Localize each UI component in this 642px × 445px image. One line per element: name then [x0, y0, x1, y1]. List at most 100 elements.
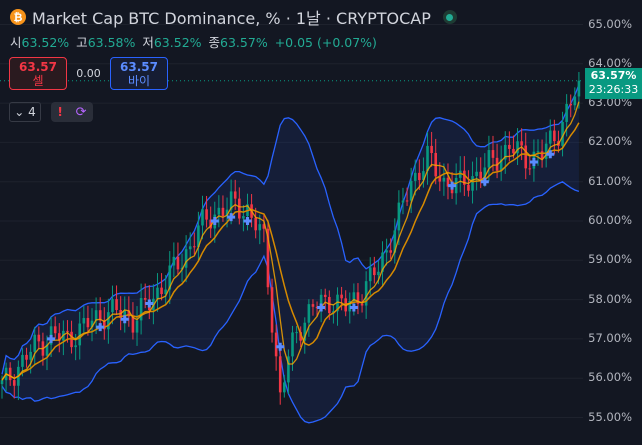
- candle-up: [352, 292, 356, 301]
- candle-up: [422, 171, 425, 181]
- candle-down: [53, 326, 57, 334]
- candle-down: [262, 224, 266, 229]
- candle-up: [401, 200, 405, 203]
- signal-marker: [276, 342, 285, 351]
- sync-icon: ⟳: [75, 104, 87, 120]
- signal-marker: [480, 177, 489, 186]
- candle-down: [8, 367, 12, 381]
- candle-up: [168, 265, 172, 290]
- candle-up: [283, 382, 286, 393]
- candle-down: [131, 316, 135, 333]
- candle-up: [82, 318, 86, 324]
- candle-up: [336, 294, 339, 312]
- bitcoin-icon: ₿: [10, 9, 26, 25]
- candle-up: [377, 271, 380, 276]
- candle-down: [553, 130, 556, 142]
- price-axis-label: 59.00%: [588, 252, 632, 267]
- candle-up: [201, 209, 204, 226]
- candle-down: [520, 141, 523, 146]
- candle-up: [258, 224, 262, 231]
- open-value: 63.52%: [21, 35, 70, 50]
- candle-down: [160, 287, 163, 295]
- candle-up: [242, 216, 245, 219]
- candle-up: [172, 256, 176, 266]
- candle-down: [270, 287, 274, 333]
- price-axis-label: 57.00%: [588, 330, 632, 345]
- candle-up: [135, 320, 139, 333]
- candle-up: [90, 320, 94, 328]
- price-axis-label: 65.00%: [588, 16, 632, 31]
- candle-up: [123, 310, 127, 319]
- candle-down: [221, 207, 225, 217]
- bollinger-lower-band: [1, 181, 580, 424]
- candle-up: [426, 145, 429, 172]
- price-axis-label: 64.00%: [588, 55, 632, 70]
- buy-price: 63.57: [120, 60, 158, 74]
- price-axis-label: 58.00%: [588, 291, 632, 306]
- indicator-status[interactable]: ! ⟳: [51, 102, 93, 122]
- candle-up: [94, 310, 98, 321]
- candle-up: [393, 230, 397, 253]
- candle-up: [565, 103, 568, 122]
- symbol-title[interactable]: Market Cap BTC Dominance, % · 1날 · CRYPT…: [32, 9, 431, 28]
- candle-down: [508, 144, 511, 149]
- candle-up: [471, 176, 474, 191]
- sell-price: 63.57: [19, 60, 57, 74]
- candle-up: [0, 380, 4, 385]
- indicator-row: ⌄ 4 ! ⟳: [9, 102, 93, 122]
- candle-down: [66, 330, 69, 332]
- candle-down: [328, 296, 331, 314]
- candle-up: [217, 207, 221, 215]
- candle-down: [57, 333, 61, 341]
- candle-up: [229, 191, 233, 210]
- signal-marker: [47, 334, 56, 343]
- buy-button[interactable]: 63.57 바이: [110, 57, 168, 90]
- candle-up: [381, 252, 384, 272]
- candle-up: [184, 249, 188, 268]
- indicators-toggle-button[interactable]: ⌄ 4: [9, 102, 41, 122]
- signal-marker: [243, 217, 252, 225]
- candle-down: [266, 228, 270, 288]
- candle-down: [491, 150, 495, 158]
- candle-up: [548, 130, 552, 144]
- candle-up: [348, 300, 352, 312]
- candle-down: [193, 246, 196, 248]
- candle-up: [33, 334, 37, 352]
- candle-down: [176, 256, 180, 270]
- candle-down: [102, 320, 106, 330]
- candle-up: [483, 167, 487, 179]
- candle-up: [197, 225, 200, 247]
- candle-down: [446, 177, 450, 187]
- sell-button[interactable]: 63.57 셀: [9, 57, 67, 90]
- last-price-value: 63.57%: [590, 69, 637, 82]
- candle-down: [323, 294, 327, 297]
- candle-down: [86, 318, 90, 328]
- high-value: 63.58%: [87, 35, 136, 50]
- candle-down: [70, 331, 73, 348]
- high-label: 고: [76, 35, 88, 50]
- bollinger-upper-band: [1, 84, 580, 375]
- candle-up: [295, 332, 298, 334]
- candle-up: [516, 141, 519, 154]
- candle-down: [37, 334, 41, 342]
- chevron-down-icon: ⌄: [14, 105, 29, 119]
- spread-value: 0.00: [76, 67, 101, 80]
- close-value: 63.57%: [220, 35, 268, 50]
- candle-up: [303, 322, 307, 341]
- candle-up: [577, 80, 581, 97]
- candle-up: [164, 289, 167, 295]
- price-axis-label: 61.00%: [588, 173, 632, 188]
- candle-up: [561, 121, 564, 146]
- candle-up: [364, 281, 368, 306]
- candle-up: [454, 177, 458, 194]
- candle-up: [319, 294, 323, 309]
- moving-average-fast: [1, 101, 580, 381]
- candle-up: [29, 351, 32, 360]
- candle-up: [458, 170, 462, 178]
- buy-label: 바이: [127, 74, 151, 88]
- candle-up: [368, 267, 372, 282]
- market-status-icon[interactable]: [442, 10, 457, 24]
- candle-down: [299, 332, 302, 341]
- signal-marker: [448, 181, 457, 190]
